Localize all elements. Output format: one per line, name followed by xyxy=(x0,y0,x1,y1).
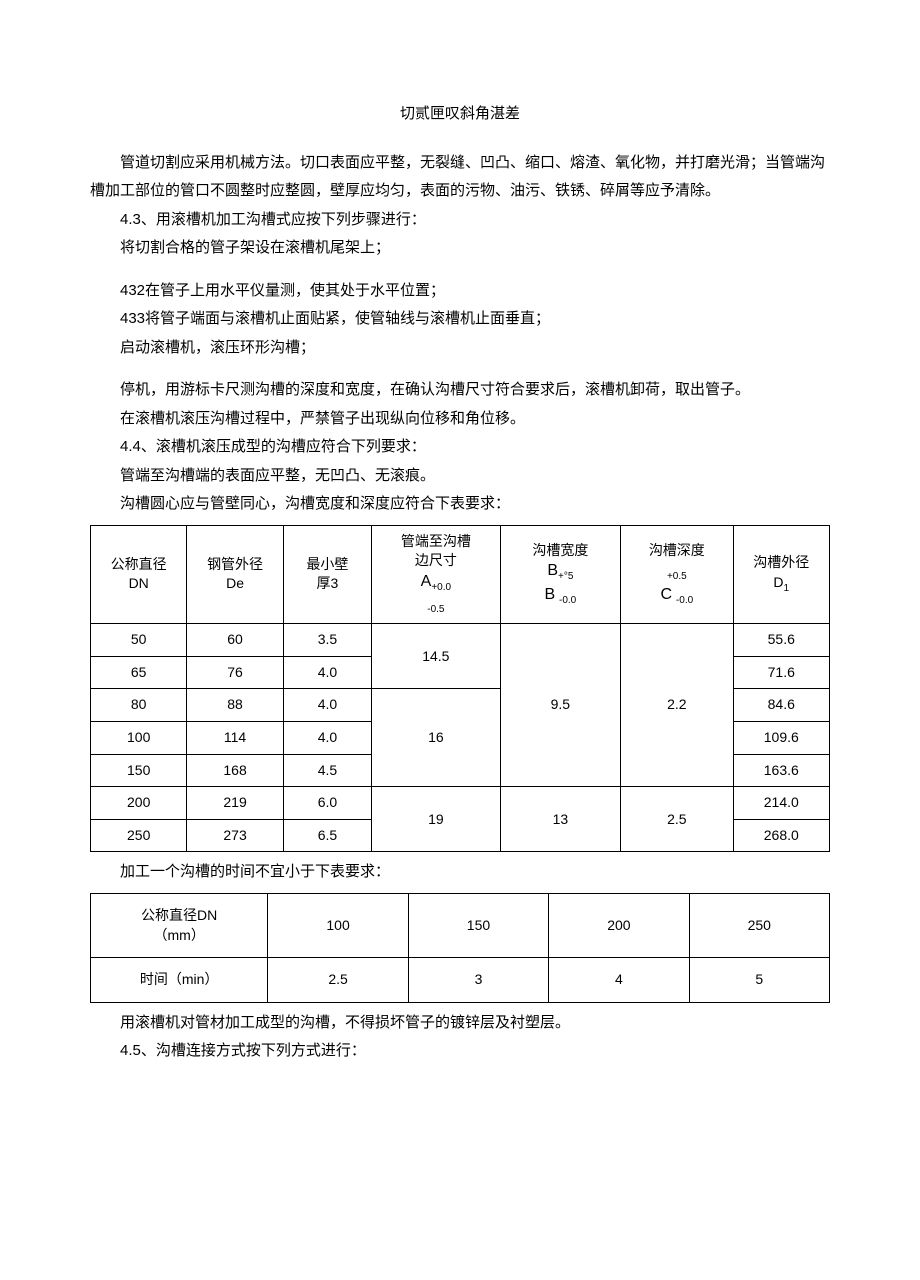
paragraph: 432在管子上用水平仪量测，使其处于水平位置； xyxy=(90,277,830,306)
groove-time-table: 公称直径DN （mm） 100 150 200 250 时间（min） 2.5 … xyxy=(90,893,830,1003)
cell: 168 xyxy=(187,754,283,787)
cell: 109.6 xyxy=(733,722,829,755)
tolerance: -0.0 xyxy=(559,595,576,606)
cell: 80 xyxy=(91,689,187,722)
cell: 4.0 xyxy=(283,722,371,755)
paragraph: 4.3、用滚槽机加工沟槽式应按下列步骤进行： xyxy=(90,206,830,235)
paragraph: 4.5、沟槽连接方式按下列方式进行： xyxy=(90,1037,830,1066)
cell: 100 xyxy=(91,722,187,755)
cell: 16 xyxy=(372,689,501,787)
col-header: DN xyxy=(129,575,149,591)
table-row: 50 60 3.5 14.5 9.5 2.2 55.6 xyxy=(91,624,830,657)
col-header: 公称直径 xyxy=(111,556,167,572)
paragraph: 加工一个沟槽的时间不宜小于下表要求： xyxy=(90,858,830,887)
cell: 3 xyxy=(408,958,548,1003)
paragraph: 433将管子端面与滚槽机止面贴紧，使管轴线与滚槽机止面垂直； xyxy=(90,305,830,334)
paragraph: 在滚槽机滚压沟槽过程中，严禁管子出现纵向位移和角位移。 xyxy=(90,405,830,434)
col-header: 厚3 xyxy=(317,575,339,591)
cell: 3.5 xyxy=(283,624,371,657)
col-header: 100 xyxy=(268,893,408,957)
cell: 14.5 xyxy=(372,624,501,689)
cell: 5 xyxy=(689,958,829,1003)
groove-dimensions-table: 公称直径 DN 钢管外径 De 最小壁 厚3 管端至沟槽 边尺寸 A+0.0 -0… xyxy=(90,525,830,853)
paragraph: 停机，用游标卡尺测沟槽的深度和宽度，在确认沟槽尺寸符合要求后，滚槽机卸荷，取出管… xyxy=(90,376,830,405)
cell: 6.5 xyxy=(283,819,371,852)
document-title: 切贰匣叹斜角湛差 xyxy=(90,100,830,129)
col-header: 边尺寸 xyxy=(415,552,457,568)
col-header: De xyxy=(226,575,244,591)
col-header: 沟槽深度 xyxy=(649,542,705,558)
cell: 4.0 xyxy=(283,689,371,722)
cell: 2.5 xyxy=(268,958,408,1003)
col-header: 沟槽宽度 xyxy=(532,542,588,558)
col-header: 管端至沟槽 xyxy=(401,533,471,549)
cell: 219 xyxy=(187,787,283,820)
cell: 19 xyxy=(372,787,501,852)
cell: 71.6 xyxy=(733,656,829,689)
cell: 84.6 xyxy=(733,689,829,722)
table-header-row: 公称直径DN （mm） 100 150 200 250 xyxy=(91,893,830,957)
tolerance: -0.5 xyxy=(427,604,444,615)
col-header: 150 xyxy=(408,893,548,957)
cell: 268.0 xyxy=(733,819,829,852)
tolerance: -0.0 xyxy=(676,594,693,605)
col-header-symbol: A xyxy=(421,573,432,590)
cell: 163.6 xyxy=(733,754,829,787)
table-row: 200 219 6.0 19 13 2.5 214.0 xyxy=(91,787,830,820)
col-header-symbol: B xyxy=(547,562,558,579)
col-header: 最小壁 xyxy=(306,556,348,572)
cell: 时间（min） xyxy=(91,958,268,1003)
paragraph: 沟槽圆心应与管壁同心，沟槽宽度和深度应符合下表要求： xyxy=(90,490,830,519)
cell: 4.5 xyxy=(283,754,371,787)
paragraph: 管道切割应采用机械方法。切口表面应平整，无裂缝、凹凸、缩口、熔渣、氧化物，并打磨… xyxy=(90,149,830,206)
table-header-row: 公称直径 DN 钢管外径 De 最小壁 厚3 管端至沟槽 边尺寸 A+0.0 -0… xyxy=(91,525,830,624)
paragraph: 启动滚槽机，滚压环形沟槽； xyxy=(90,334,830,363)
cell: 4.0 xyxy=(283,656,371,689)
paragraph: 4.4、滚槽机滚压成型的沟槽应符合下列要求： xyxy=(90,433,830,462)
paragraph: 管端至沟槽端的表面应平整，无凹凸、无滚痕。 xyxy=(90,462,830,491)
col-header: 250 xyxy=(689,893,829,957)
cell: 2.5 xyxy=(621,787,733,852)
col-header: （mm） xyxy=(154,927,205,943)
cell: 6.0 xyxy=(283,787,371,820)
cell: 9.5 xyxy=(500,624,620,787)
cell: 2.2 xyxy=(621,624,733,787)
cell: 273 xyxy=(187,819,283,852)
col-header-symbol: D xyxy=(773,574,783,590)
col-header: 沟槽外径 xyxy=(753,554,809,570)
cell: 214.0 xyxy=(733,787,829,820)
cell: 88 xyxy=(187,689,283,722)
col-header: 公称直径DN xyxy=(141,907,217,923)
col-header: 200 xyxy=(549,893,689,957)
cell: 55.6 xyxy=(733,624,829,657)
col-header-symbol: C xyxy=(660,586,672,603)
cell: 65 xyxy=(91,656,187,689)
cell: 200 xyxy=(91,787,187,820)
table-row: 时间（min） 2.5 3 4 5 xyxy=(91,958,830,1003)
cell: 250 xyxy=(91,819,187,852)
col-header: 钢管外径 xyxy=(207,556,263,572)
cell: 76 xyxy=(187,656,283,689)
paragraph: 用滚槽机对管材加工成型的沟槽，不得损坏管子的镀锌层及衬塑层。 xyxy=(90,1009,830,1038)
cell: 4 xyxy=(549,958,689,1003)
paragraph: 将切割合格的管子架设在滚槽机尾架上； xyxy=(90,234,830,263)
cell: 13 xyxy=(500,787,620,852)
subscript: 1 xyxy=(784,583,790,594)
cell: 50 xyxy=(91,624,187,657)
tolerance: +°5 xyxy=(558,571,573,582)
cell: 114 xyxy=(187,722,283,755)
cell: 150 xyxy=(91,754,187,787)
cell: 60 xyxy=(187,624,283,657)
col-header-symbol: B xyxy=(544,586,555,603)
tolerance: +0.5 xyxy=(667,571,687,582)
tolerance: +0.0 xyxy=(431,581,451,592)
